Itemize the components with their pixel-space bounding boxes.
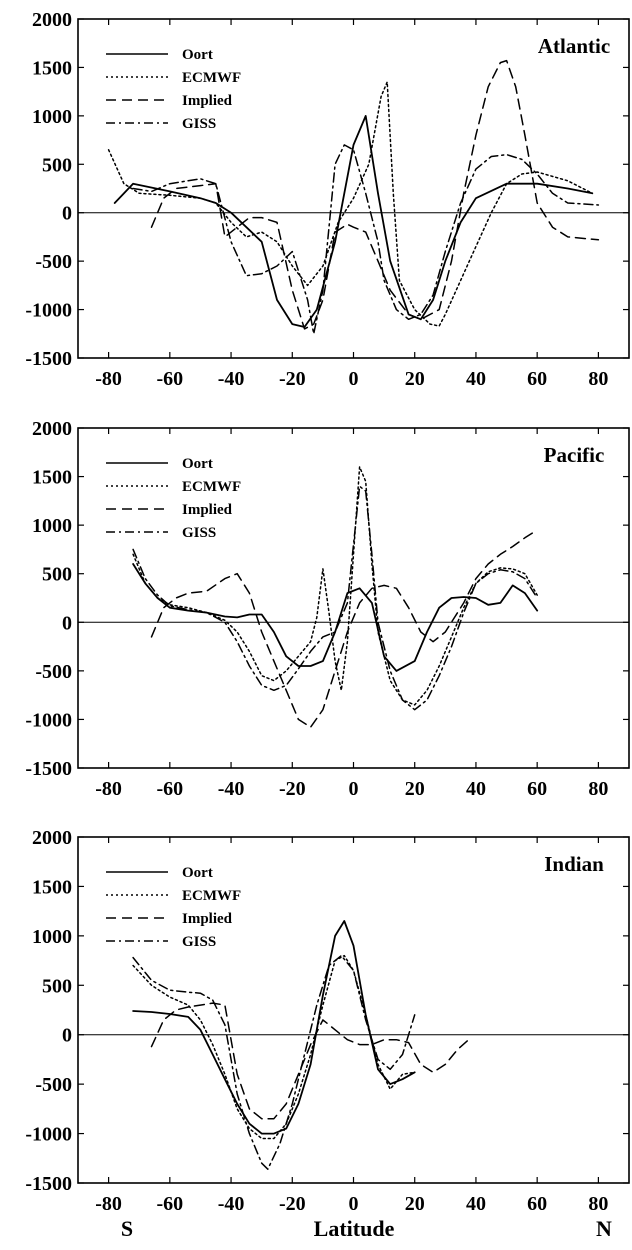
- indian-y-tick-label: -500: [35, 1074, 72, 1096]
- pacific-x-tick-label: -20: [279, 778, 306, 800]
- indian-plot-frame: [77, 836, 630, 1184]
- atlantic-x-tick-label: -60: [156, 368, 183, 390]
- pacific-x-tick-label: -80: [95, 778, 122, 800]
- atlantic-x-tick-label: 40: [466, 368, 486, 390]
- south-label: S: [121, 1216, 133, 1241]
- pacific-legend: Oort ECMWF Implied GISS: [106, 456, 241, 541]
- indian-x-tick-label: -40: [218, 1193, 245, 1215]
- pacific-x-tick-label: 40: [466, 778, 486, 800]
- atlantic-y-tick-label: -500: [35, 251, 72, 273]
- pacific-series-ecmwf: [132, 466, 538, 706]
- atlantic-y-tick-label: -1500: [25, 348, 72, 370]
- atlantic-x-tick-label: -40: [218, 368, 245, 390]
- pacific-legend-label-ecmwf: ECMWF: [182, 479, 241, 495]
- pacific-x-tick-label: 20: [405, 778, 425, 800]
- atlantic-y-tick-label: 2000: [32, 9, 72, 31]
- indian-series-implied: [150, 1002, 471, 1120]
- x-axis-label: Latitude: [314, 1216, 395, 1241]
- indian-y-tick-label: 1500: [32, 876, 72, 898]
- pacific-y-tick-label: 1500: [32, 467, 72, 489]
- atlantic-series-implied: [150, 59, 600, 330]
- indian-y-tick-label: 1000: [32, 926, 72, 948]
- indian-legend: Oort ECMWF Implied GISS: [106, 865, 241, 950]
- atlantic-x-tick-label: 80: [588, 368, 608, 390]
- pacific-series-implied: [150, 529, 538, 728]
- pacific-y-tick-label: -500: [35, 661, 72, 683]
- indian-series-giss: [132, 954, 416, 1170]
- pacific-panel: 2000 1500 1000 500 0 -500 -1000 -1500 -80 -60 -40 -…: [25, 418, 630, 800]
- pacific-legend-label-oort: Oort: [182, 456, 213, 472]
- atlantic-x-tick-label: -80: [95, 368, 122, 390]
- pacific-y-tick-label: -1500: [25, 758, 72, 780]
- atlantic-x-tick-label: -20: [279, 368, 306, 390]
- pacific-x-tick-label: 60: [527, 778, 547, 800]
- pacific-legend-label-giss: GISS: [182, 525, 216, 541]
- pacific-y-tick-label: -1000: [25, 709, 72, 731]
- pacific-panel-title: Pacific: [544, 443, 605, 467]
- pacific-y-tick-label: 500: [42, 564, 72, 586]
- pacific-legend-label-implied: Implied: [182, 502, 233, 518]
- north-label: N: [596, 1216, 612, 1241]
- atlantic-series-oort: [113, 115, 594, 328]
- pacific-x-tick-label: -40: [218, 778, 245, 800]
- indian-y-tick-label: -1000: [25, 1124, 72, 1146]
- indian-panel-title: Indian: [544, 852, 604, 876]
- indian-x-tick-label: 40: [466, 1193, 486, 1215]
- indian-x-tick-label: -80: [95, 1193, 122, 1215]
- atlantic-legend-label-oort: Oort: [182, 47, 213, 63]
- indian-panel: 2000 1500 1000 500 0 -500 -1000 -1500 -80 -60 -40 -…: [25, 827, 630, 1215]
- indian-x-tick-label: 0: [349, 1193, 359, 1215]
- indian-y-tick-label: 500: [42, 975, 72, 997]
- pacific-x-tick-label: 0: [349, 778, 359, 800]
- indian-legend-label-implied: Implied: [182, 911, 233, 927]
- atlantic-y-tick-label: 500: [42, 154, 72, 176]
- indian-y-tick-label: -1500: [25, 1173, 72, 1195]
- atlantic-plot-frame: [77, 18, 630, 359]
- indian-x-tick-label: -20: [279, 1193, 306, 1215]
- indian-x-tick-label: 80: [588, 1193, 608, 1215]
- indian-x-tick-label: 20: [405, 1193, 425, 1215]
- atlantic-series-ecmwf: [107, 81, 594, 327]
- indian-legend-label-oort: Oort: [182, 865, 213, 881]
- pacific-series-oort: [132, 563, 539, 672]
- atlantic-legend-label-implied: Implied: [182, 93, 233, 109]
- atlantic-series-giss: [132, 144, 600, 335]
- atlantic-y-tick-label: 1500: [32, 57, 72, 79]
- pacific-y-tick-label: 0: [62, 612, 72, 634]
- pacific-y-tick-label: 2000: [32, 418, 72, 440]
- atlantic-y-tick-label: -1000: [25, 300, 72, 322]
- pacific-y-tick-label: 1000: [32, 515, 72, 537]
- indian-legend-label-ecmwf: ECMWF: [182, 888, 241, 904]
- atlantic-x-tick-label: 0: [349, 368, 359, 390]
- pacific-series-giss: [132, 485, 538, 711]
- pacific-x-tick-label: -60: [156, 778, 183, 800]
- atlantic-panel-title: Atlantic: [538, 34, 610, 58]
- atlantic-y-tick-label: 1000: [32, 106, 72, 128]
- atlantic-legend: Oort ECMWF Implied GISS: [106, 47, 241, 132]
- indian-x-tick-label: -60: [156, 1193, 183, 1215]
- atlantic-panel: 2000 1500 1000 500 0 -500 -1000 -1500 -80 -60 -40 -…: [25, 9, 630, 390]
- atlantic-x-tick-label: 60: [527, 368, 547, 390]
- indian-x-tick-label: 60: [527, 1193, 547, 1215]
- indian-series-oort: [132, 920, 416, 1135]
- atlantic-legend-label-giss: GISS: [182, 116, 216, 132]
- atlantic-x-tick-label: 20: [405, 368, 425, 390]
- indian-y-tick-label: 2000: [32, 827, 72, 849]
- atlantic-y-tick-label: 0: [62, 203, 72, 225]
- indian-legend-label-giss: GISS: [182, 934, 216, 950]
- pacific-x-tick-label: 80: [588, 778, 608, 800]
- indian-y-tick-label: 0: [62, 1025, 72, 1047]
- atlantic-legend-label-ecmwf: ECMWF: [182, 70, 241, 86]
